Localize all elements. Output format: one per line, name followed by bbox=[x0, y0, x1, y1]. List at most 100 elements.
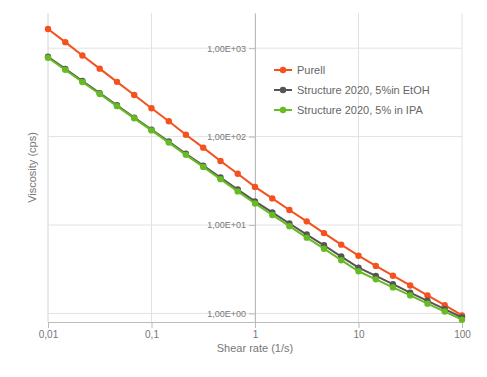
series-marker bbox=[338, 257, 344, 263]
x-tick-label: 0,01 bbox=[39, 329, 59, 340]
legend-swatch-marker bbox=[280, 87, 286, 93]
series-marker bbox=[252, 200, 258, 206]
series-marker bbox=[355, 268, 361, 274]
series-marker bbox=[459, 316, 465, 322]
grid-line-x bbox=[255, 13, 256, 322]
x-tick: 0,1 bbox=[145, 322, 159, 340]
series-marker bbox=[114, 103, 120, 109]
series-marker bbox=[79, 52, 85, 58]
series-marker bbox=[235, 188, 241, 194]
series-marker bbox=[286, 207, 292, 213]
x-tick-label: 1 bbox=[253, 329, 259, 340]
series-marker bbox=[166, 139, 172, 145]
series-marker bbox=[269, 195, 275, 201]
series-marker bbox=[131, 92, 137, 98]
series-marker bbox=[62, 66, 68, 72]
y-tick-mark bbox=[249, 137, 255, 138]
series-marker bbox=[217, 176, 223, 182]
series-marker bbox=[79, 79, 85, 85]
series-line bbox=[48, 57, 462, 318]
series-marker bbox=[45, 55, 51, 61]
series-marker bbox=[321, 245, 327, 251]
series-marker bbox=[148, 105, 154, 111]
series-marker bbox=[97, 91, 103, 97]
x-tick: 100 bbox=[454, 322, 471, 340]
series-marker bbox=[97, 65, 103, 71]
series-marker bbox=[97, 90, 103, 96]
series-marker bbox=[183, 132, 189, 138]
legend: Purell Structure 2020, 5%in EtOH Structure… bbox=[274, 64, 430, 116]
series-marker bbox=[62, 67, 68, 73]
series-marker bbox=[45, 26, 51, 32]
series-marker bbox=[390, 273, 396, 279]
x-tick-mark bbox=[359, 322, 360, 328]
x-tick-label: 10 bbox=[353, 329, 365, 340]
y-tick: 1,00E+01 bbox=[207, 220, 255, 230]
y-tick-label: 1,00E+01 bbox=[207, 220, 246, 230]
x-tick-mark bbox=[462, 322, 463, 328]
series-marker bbox=[200, 144, 206, 150]
series-line bbox=[48, 29, 462, 315]
series-marker bbox=[321, 230, 327, 236]
series-marker bbox=[235, 171, 241, 177]
x-tick: 1 bbox=[253, 322, 259, 340]
series-marker bbox=[131, 115, 137, 121]
series-marker bbox=[304, 234, 310, 240]
grid bbox=[48, 13, 462, 322]
series-marker bbox=[183, 152, 189, 158]
series-marker bbox=[304, 218, 310, 224]
series-marker bbox=[131, 114, 137, 120]
legend-label: Purell bbox=[297, 64, 325, 76]
legend-label: Structure 2020, 5% in IPA bbox=[297, 104, 423, 116]
series-marker bbox=[355, 252, 361, 258]
legend-label: Structure 2020, 5%in EtOH bbox=[297, 84, 430, 96]
series-marker bbox=[114, 102, 120, 108]
series-marker bbox=[217, 158, 223, 164]
series-marker bbox=[338, 241, 344, 247]
x-tick-label: 100 bbox=[454, 329, 471, 340]
y-tick-label: 1,00E+00 bbox=[207, 309, 246, 319]
series-marker bbox=[166, 118, 172, 124]
y-tick: 1,00E+02 bbox=[207, 132, 255, 142]
series-marker bbox=[148, 127, 154, 133]
x-tick: 10 bbox=[353, 322, 365, 340]
series-marker bbox=[45, 54, 51, 60]
series-marker bbox=[424, 300, 430, 306]
series-marker bbox=[114, 79, 120, 85]
series-marker bbox=[407, 282, 413, 288]
chart: 0,01 0,1 1 10 100 1,00E+00 1,00E+01 1,00E+02 1,0… bbox=[0, 0, 487, 377]
series-marker bbox=[62, 39, 68, 45]
series-marker bbox=[286, 223, 292, 229]
grid-line-x bbox=[462, 13, 463, 322]
x-tick-mark bbox=[152, 322, 153, 328]
x-tick-mark bbox=[255, 322, 256, 328]
plot-area bbox=[45, 26, 465, 323]
y-axis-title: Viscosity (cps) bbox=[26, 132, 38, 203]
legend-swatch-marker bbox=[280, 107, 286, 113]
x-axis-title: Shear rate (1/s) bbox=[217, 342, 293, 354]
series-marker bbox=[148, 126, 154, 132]
x-axis: 0,01 0,1 1 10 100 bbox=[39, 322, 472, 340]
legend-swatch-marker bbox=[280, 67, 286, 73]
y-tick: 1,00E+00 bbox=[207, 309, 255, 319]
series-marker bbox=[407, 292, 413, 298]
y-tick: 1,00E+03 bbox=[207, 44, 255, 54]
series-marker bbox=[373, 263, 379, 269]
series-marker bbox=[269, 212, 275, 218]
x-tick-mark bbox=[48, 322, 49, 328]
y-tick-label: 1,00E+02 bbox=[207, 132, 246, 142]
series-marker bbox=[200, 164, 206, 170]
y-tick-mark bbox=[249, 313, 255, 314]
grid-line-x bbox=[358, 13, 359, 322]
series-marker bbox=[252, 184, 258, 190]
y-axis-line bbox=[255, 14, 256, 323]
y-tick-mark bbox=[249, 225, 255, 226]
series-line bbox=[48, 58, 462, 320]
series-marker bbox=[442, 308, 448, 314]
y-tick-label: 1,00E+03 bbox=[207, 44, 246, 54]
series-marker bbox=[373, 276, 379, 282]
x-tick-label: 0,1 bbox=[145, 329, 159, 340]
x-tick: 0,01 bbox=[39, 322, 59, 340]
y-tick-mark bbox=[249, 48, 255, 49]
series-marker bbox=[390, 284, 396, 290]
